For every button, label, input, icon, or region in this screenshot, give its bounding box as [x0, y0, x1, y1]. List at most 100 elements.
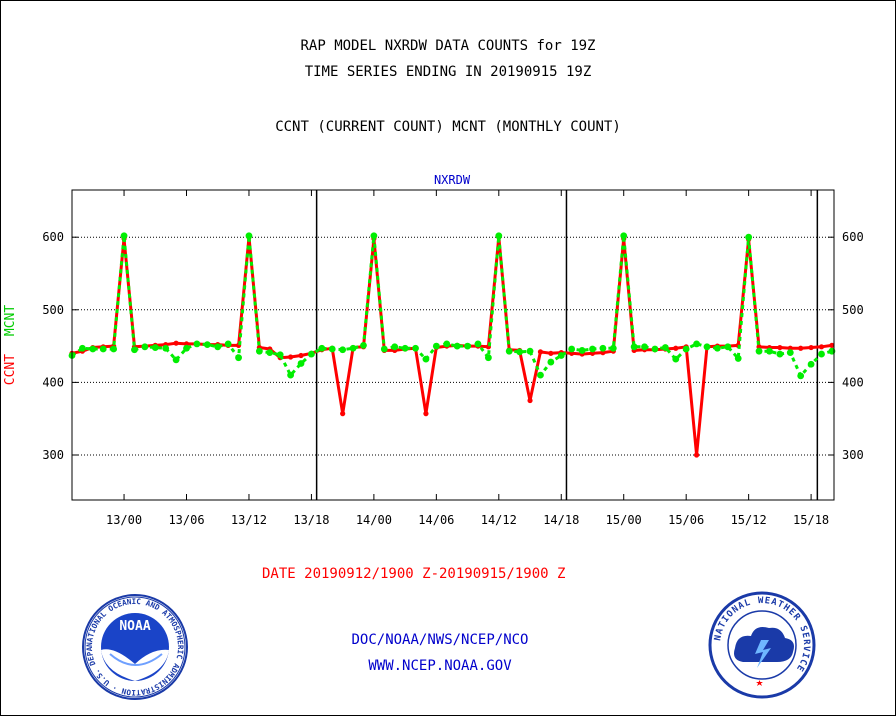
ccnt-point: [527, 397, 533, 404]
mcnt-point: [578, 347, 586, 354]
ccnt-point: [298, 352, 304, 359]
ccnt-point: [288, 354, 294, 360]
mcnt-point: [734, 355, 742, 362]
mcnt-point: [287, 371, 295, 379]
mcnt-point: [766, 347, 773, 355]
mcnt-point: [172, 356, 180, 364]
mcnt-point: [443, 340, 451, 348]
series-layer: [68, 232, 836, 458]
nws-logo: NATIONAL WEATHER SERVICE: [708, 591, 816, 699]
mcnt-point: [432, 342, 440, 350]
mcnt-point: [183, 344, 190, 352]
mcnt-point: [245, 232, 253, 240]
x-tick-label: 13/12: [231, 513, 267, 527]
y-tick-label-left: 600: [42, 230, 64, 244]
y-axis-label-left: CCNT MCNT: [3, 305, 18, 386]
ccnt-point: [798, 345, 804, 351]
grid-layer: [72, 190, 834, 500]
chart-subtitle: CCNT (CURRENT COUNT) MCNT (MONTHLY COUNT…: [275, 119, 621, 135]
website-link[interactable]: WWW.NCEP.NOAA.GOV: [368, 658, 512, 674]
mcnt-point: [224, 340, 232, 348]
x-tick-label: 15/12: [731, 513, 767, 527]
y-tick-label-right: 600: [842, 230, 864, 244]
mcnt-point: [339, 346, 347, 354]
mcnt-point: [797, 372, 805, 380]
mcnt-point: [412, 344, 419, 352]
mcnt-point: [151, 344, 159, 351]
ccnt-point: [423, 411, 429, 417]
x-tick-label: 14/06: [418, 513, 454, 527]
mcnt-point: [380, 345, 388, 353]
mcnt-point: [693, 340, 700, 348]
chart-title-line2: TIME SERIES ENDING IN 20190915 19Z: [304, 64, 592, 80]
mcnt-point: [547, 358, 555, 366]
ccnt-point: [537, 349, 544, 355]
mcnt-point: [818, 350, 825, 358]
x-tick-label: 13/06: [168, 513, 204, 527]
mcnt-point: [526, 347, 534, 355]
chart-panel-title: NXRDW: [434, 173, 471, 187]
ccnt-point: [673, 345, 679, 351]
mcnt-point: [214, 343, 222, 351]
tick-layer: 300 300 400 400 500 500 600 600 13/00 13/06 13/12 1…: [42, 190, 864, 527]
mcnt-point: [568, 345, 576, 353]
mcnt-point: [131, 346, 138, 354]
ccnt-point: [777, 344, 783, 351]
mcnt-point: [641, 343, 648, 351]
y-tick-label-left: 400: [42, 375, 64, 389]
mcnt-point: [235, 354, 242, 362]
noaa-logo: NATIONAL OCEANIC AND ATMOSPHERIC ADMINIS…: [80, 592, 188, 700]
y-tick-label-right: 300: [842, 448, 864, 462]
mcnt-point: [401, 344, 409, 352]
chart-title-line1: RAP MODEL NXRDW DATA COUNTS for 19Z: [300, 38, 596, 54]
x-tick-label: 13/18: [293, 513, 329, 527]
mcnt-point: [620, 232, 628, 240]
mcnt-point: [464, 342, 471, 350]
mcnt-point: [516, 348, 524, 356]
mcnt-point: [141, 343, 149, 351]
x-tick-label: 14/00: [356, 513, 392, 527]
x-tick-label: 15/06: [668, 513, 704, 527]
x-tick-label: 15/18: [793, 513, 829, 527]
mcnt-point: [255, 347, 263, 355]
mcnt-point: [537, 371, 544, 379]
mcnt-point: [703, 343, 711, 351]
mcnt-point: [745, 233, 753, 241]
mcnt-point: [266, 349, 274, 357]
mcnt-point: [193, 340, 201, 348]
mcnt-point: [120, 232, 128, 240]
mcnt-point: [110, 345, 118, 353]
mcnt-point: [308, 350, 315, 358]
mcnt-point: [276, 351, 284, 359]
mcnt-point: [89, 345, 97, 353]
mcnt-point: [714, 344, 721, 352]
mcnt-point: [453, 342, 461, 350]
mcnt-point: [391, 343, 399, 351]
y-tick-label-left: 500: [42, 303, 64, 317]
mcnt-point: [807, 360, 815, 368]
mcnt-point: [474, 340, 482, 348]
x-tick-label: 14/12: [481, 513, 517, 527]
mcnt-point: [557, 352, 565, 359]
plot-area-border: [71, 189, 835, 501]
org-label: DOC/NOAA/NWS/NCEP/NCO: [351, 632, 529, 648]
mcnt-point: [79, 344, 86, 352]
mcnt-point: [505, 347, 513, 355]
ccnt-point: [340, 411, 346, 417]
mcnt-point: [328, 345, 336, 353]
mcnt-point: [422, 355, 430, 363]
x-tick-label: 13/00: [106, 513, 142, 527]
mcnt-point: [776, 350, 784, 358]
mcnt-point: [599, 344, 607, 352]
noaa-logo-label: NOAA: [119, 619, 150, 634]
mcnt-point: [682, 345, 690, 353]
y-tick-label-right: 400: [842, 375, 864, 389]
mcnt-point: [651, 345, 659, 353]
ccnt-point: [808, 344, 814, 351]
mcnt-point: [495, 232, 503, 240]
mcnt-point: [755, 347, 763, 355]
mcnt-point: [661, 344, 669, 351]
x-tick-label: 15/00: [606, 513, 642, 527]
ccnt-point: [829, 342, 835, 348]
mcnt-point: [630, 343, 638, 351]
